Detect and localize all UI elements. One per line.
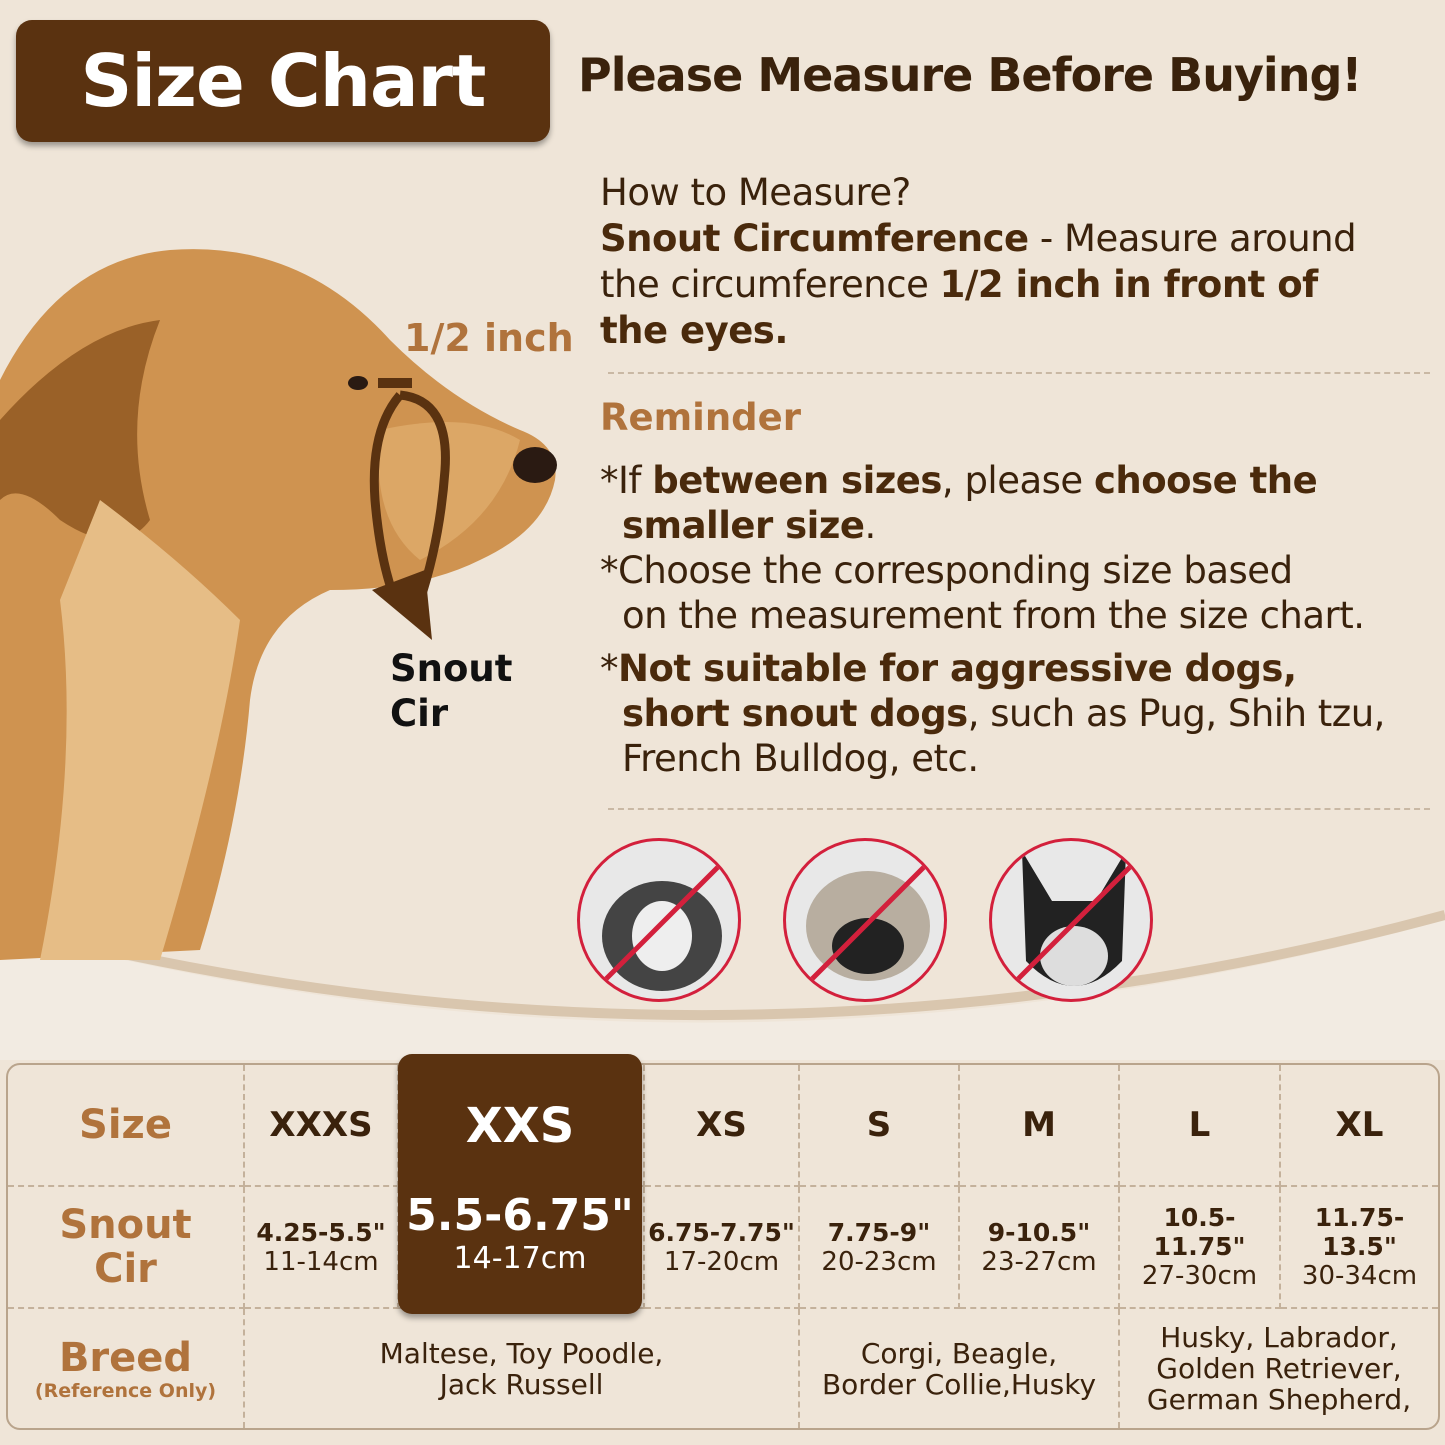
breed-line: Golden Retriever, — [1156, 1352, 1402, 1385]
dog-photo — [0, 249, 557, 960]
size-s: S — [800, 1065, 960, 1187]
breed-large: Husky, Labrador, Golden Retriever, German … — [1120, 1309, 1438, 1428]
breed-row: Breed (Reference Only) Maltese, Toy Poodl… — [8, 1309, 1438, 1428]
breed-line: Husky, Labrador, — [1160, 1321, 1398, 1354]
snout-xxxs: 4.25-5.5" 11-14cm — [245, 1187, 399, 1309]
breed-line: Corgi, Beagle, — [860, 1336, 1058, 1370]
size-table: Size XXXS XS S M L XL Snout Cir 4.25-5.5"… — [6, 1063, 1440, 1430]
size-header: Size — [8, 1065, 245, 1187]
reminder-item: *Choose the corresponding size based — [600, 549, 1293, 592]
breed-header: Breed (Reference Only) — [8, 1309, 245, 1428]
cm: 23-27cm — [981, 1246, 1097, 1277]
measure-text: - Measure around — [1028, 217, 1357, 260]
measure-line: Snout Circumference - Measure around — [600, 216, 1357, 262]
measure-text: the circumference — [600, 263, 940, 306]
size-xxs: XXS — [465, 1098, 575, 1154]
breed-header-label: Breed — [58, 1334, 193, 1381]
snout-s: 7.75-9" 20-23cm — [800, 1187, 960, 1309]
snout-header-line: Snout — [59, 1202, 192, 1248]
divider — [608, 808, 1430, 810]
no-french-bulldog-icon — [989, 838, 1153, 1002]
background-curve — [0, 249, 1445, 1021]
t: *If — [600, 459, 653, 502]
snout-xxs-cm: 14-17cm — [453, 1241, 587, 1276]
t: choose the — [1093, 459, 1318, 502]
measure-line: the circumference 1/2 inch in front of — [600, 262, 1356, 308]
reminder-item: *Not suitable for aggressive dogs, — [600, 646, 1385, 691]
reminder-item-cont: short snout dogs, such as Pug, Shih tzu, — [600, 691, 1385, 736]
how-to-measure: How to Measure? Snout Circumference - Me… — [600, 170, 1357, 354]
inch: 10.5-11.75" — [1153, 1203, 1246, 1261]
snout-cir-label: Snout Cir — [390, 646, 512, 736]
size-xxxs: XXXS — [245, 1065, 399, 1187]
size-chart-title: Size Chart — [16, 20, 550, 142]
cm: 30-34cm — [1301, 1261, 1418, 1291]
cm: 11-14cm — [263, 1246, 379, 1277]
t: , such as Pug, Shih tzu, — [967, 692, 1386, 735]
cm: 20-23cm — [821, 1246, 937, 1277]
t: . — [864, 504, 876, 547]
breed-note: (Reference Only) — [34, 1379, 217, 1402]
snout-xs: 6.75-7.75" 17-20cm — [645, 1187, 800, 1309]
half-inch-label: 1/2 inch — [404, 316, 574, 360]
reminder-item-cont: smaller size. — [600, 503, 1385, 548]
reminder-item-cont: French Bulldog, etc. — [622, 737, 979, 780]
reminder-list: *If between sizes, please choose the sma… — [600, 458, 1385, 781]
snout-m: 9-10.5" 23-27cm — [960, 1187, 1120, 1309]
snout-xxs-inch: 5.5-6.75" — [406, 1190, 634, 1241]
breed-line: Border Collie,Husky — [821, 1367, 1097, 1401]
reminder-item-cont: on the measurement from the size chart. — [622, 594, 1365, 637]
t: short snout dogs — [622, 692, 968, 735]
cm: 27-30cm — [1141, 1261, 1258, 1291]
breed-line: German Shepherd, — [1146, 1383, 1412, 1416]
size-l: L — [1120, 1065, 1281, 1187]
no-shih-tzu-icon — [577, 838, 741, 1002]
measure-bold: Snout Circumference — [600, 217, 1029, 260]
size-row: Size XXXS XS S M L XL — [8, 1065, 1438, 1187]
cm: 17-20cm — [663, 1246, 780, 1277]
measure-warning-heading: Please Measure Before Buying! — [578, 48, 1362, 102]
measure-bold: the eyes. — [600, 309, 788, 352]
t: , please — [941, 459, 1094, 502]
t: smaller size — [622, 504, 865, 547]
snout-header-line: Cir — [94, 1246, 157, 1292]
inch: 4.25-5.5" — [256, 1217, 386, 1247]
breed-line: Maltese, Toy Poodle, — [379, 1336, 664, 1370]
breed-medium: Corgi, Beagle, Border Collie,Husky — [800, 1309, 1120, 1428]
measure-question: How to Measure? — [600, 171, 911, 214]
size-xl: XL — [1281, 1065, 1438, 1187]
inch: 9-10.5" — [987, 1217, 1091, 1247]
snout-xl: 11.75-13.5" 30-34cm — [1281, 1187, 1438, 1309]
inch: 7.75-9" — [827, 1217, 931, 1247]
measure-bold: 1/2 inch in front of — [939, 263, 1319, 306]
measure-line: the eyes. — [600, 308, 1356, 354]
measure-arrow-icon — [369, 378, 450, 640]
t: between sizes — [652, 459, 942, 502]
breed-line: Jack Russell — [439, 1367, 604, 1401]
reminder-title: Reminder — [600, 396, 801, 439]
snout-header: Snout Cir — [8, 1187, 245, 1309]
size-xs: XS — [645, 1065, 800, 1187]
snout-label-line: Snout — [390, 647, 513, 690]
divider — [608, 372, 1430, 374]
size-m: M — [960, 1065, 1120, 1187]
snout-label-line: Cir — [390, 692, 449, 735]
reminder-item: *If between sizes, please choose the — [600, 458, 1385, 503]
snout-row: Snout Cir 4.25-5.5" 11-14cm 6.75-7.75" 17-2… — [8, 1187, 1438, 1309]
highlighted-size-xxs: XXS 5.5-6.75" 14-17cm — [398, 1054, 642, 1314]
breed-small: Maltese, Toy Poodle, Jack Russell — [245, 1309, 800, 1428]
no-pug-icon — [783, 838, 947, 1002]
snout-l: 10.5-11.75" 27-30cm — [1120, 1187, 1281, 1309]
t: * — [600, 647, 619, 690]
t: Not suitable for aggressive dogs, — [618, 647, 1297, 690]
inch: 6.75-7.75" — [648, 1217, 795, 1247]
inch: 11.75-13.5" — [1314, 1203, 1405, 1261]
